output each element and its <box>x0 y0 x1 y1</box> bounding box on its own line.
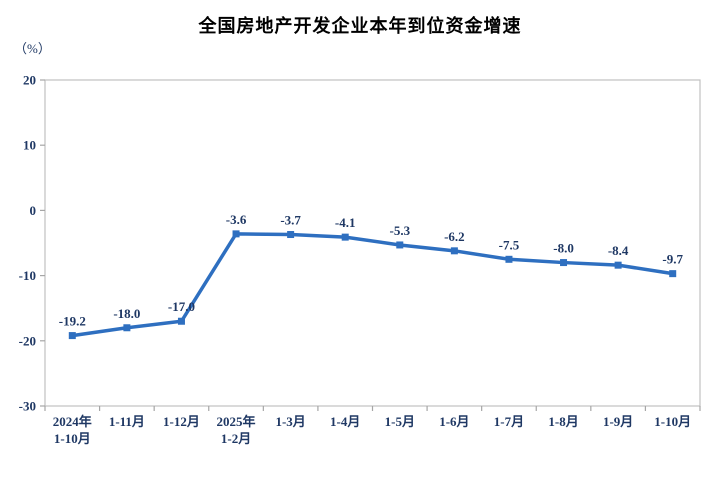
x-axis-category-label: 2024年 1-10月 <box>53 414 92 446</box>
data-point-marker <box>396 241 404 249</box>
data-point-marker <box>560 259 568 267</box>
data-point-label: -4.1 <box>335 215 356 230</box>
x-axis-category-label: 2025年 1-2月 <box>217 414 256 446</box>
data-point-marker <box>505 255 513 263</box>
x-axis-category-label: 1-9月 <box>603 414 633 429</box>
data-point-marker <box>177 317 185 325</box>
data-point-label: -5.3 <box>389 223 410 238</box>
x-axis-category-label: 1-3月 <box>275 414 305 429</box>
x-axis-category-label: 1-7月 <box>494 414 524 429</box>
data-line <box>72 232 673 338</box>
x-axis-category-label: 1-5月 <box>385 414 415 429</box>
chart-title: 全国房地产开发企业本年到位资金增速 <box>198 16 522 36</box>
data-point-label: -3.6 <box>226 212 247 227</box>
data-point-label: -17.0 <box>168 299 195 314</box>
x-axis-category-label: 1-11月 <box>109 414 145 429</box>
data-point-label: -6.2 <box>444 229 465 244</box>
y-axis-tick-label: 10 <box>23 138 36 153</box>
plot-border <box>44 79 701 407</box>
y-axis-unit-label: （%） <box>14 41 51 56</box>
data-point-marker <box>614 261 622 269</box>
data-point-marker <box>123 324 131 332</box>
x-axis-category-label: 1-6月 <box>439 414 469 429</box>
data-point-marker <box>232 230 240 238</box>
data-point-marker <box>669 270 677 278</box>
data-point-label: -19.2 <box>59 314 86 329</box>
data-point-label: -8.4 <box>608 243 629 258</box>
y-axis-tick-label: -20 <box>19 333 36 348</box>
x-axis-category-label: 1-12月 <box>163 414 200 429</box>
y-axis-tick-label: 20 <box>23 73 36 88</box>
data-point-label: -9.7 <box>662 252 683 267</box>
data-point-label: -3.7 <box>280 213 301 228</box>
data-point-label: -8.0 <box>553 241 574 256</box>
x-axis-category-label: 1-8月 <box>548 414 578 429</box>
data-point-marker <box>287 231 295 239</box>
y-axis-tick-label: -10 <box>19 268 36 283</box>
x-axis-category-label: 1-4月 <box>330 414 360 429</box>
data-point-marker <box>450 247 458 255</box>
x-axis-category-label: 1-10月 <box>654 414 691 429</box>
data-point-marker <box>341 233 349 241</box>
y-axis-tick-label: 0 <box>30 203 37 218</box>
data-point-label: -18.0 <box>113 306 140 321</box>
y-axis-tick-label: -30 <box>19 399 36 414</box>
data-point-label: -7.5 <box>499 237 520 252</box>
data-point-marker <box>68 332 76 340</box>
